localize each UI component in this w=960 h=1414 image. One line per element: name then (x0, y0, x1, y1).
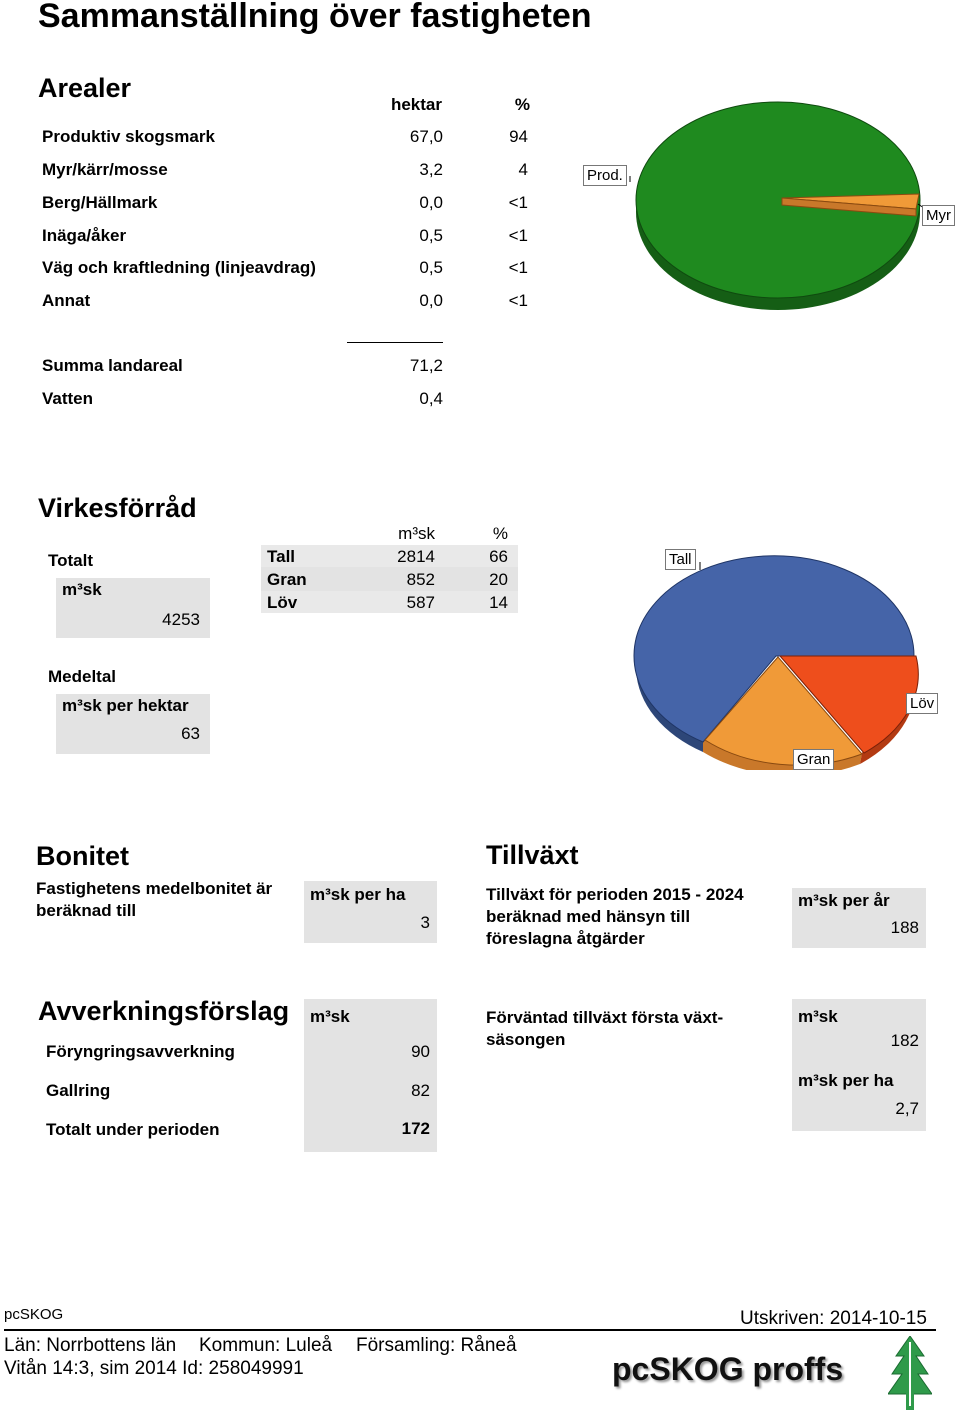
avverkning-box: m³sk 90 82 172 (304, 999, 437, 1152)
footer-brand: pcSKOG (4, 1306, 64, 1323)
areal-row-hektar: 0,5 (419, 226, 443, 245)
footer-logo: pcSKOG proffs (612, 1351, 844, 1387)
bonitet-heading: Bonitet (36, 841, 129, 871)
tree-logo-icon (888, 1336, 932, 1410)
areal-row-pct: <1 (508, 291, 528, 310)
summa-value: 71,2 (409, 356, 443, 375)
per-hektar-value: 63 (181, 724, 200, 743)
pie-label-prod: Prod. (583, 165, 627, 186)
pie-label-tall: Tall (665, 549, 696, 570)
areal-row-pct: <1 (508, 226, 528, 245)
footer-kommun: Kommun: Luleå (199, 1335, 333, 1356)
sum-divider (347, 342, 443, 343)
avverkning-heading: Avverkningsförslag (38, 996, 290, 1026)
areal-row-hektar: 67,0 (409, 127, 443, 146)
avverkning-value: 82 (411, 1081, 430, 1100)
avverkning-total-value: 172 (401, 1119, 430, 1138)
pie-label-myr: Myr (922, 205, 955, 226)
areal-row-label: Myr/kärr/mosse (42, 160, 168, 179)
pie-label-lov: Löv (906, 693, 939, 714)
areal-row-hektar: 0,0 (419, 291, 443, 310)
tradslag-pct: 66 (489, 547, 508, 566)
summa-label: Summa landareal (42, 356, 183, 375)
areal-row-pct: <1 (508, 193, 528, 212)
tillvaxt-unit: m³sk per år (798, 891, 890, 910)
areal-row-pct: 94 (509, 127, 528, 146)
tillvaxt-heading: Tillväxt (486, 840, 579, 870)
tillvaxt-box: m³sk per år 188 (792, 888, 926, 948)
totalt-value: 4253 (162, 610, 200, 629)
totalt-label: Totalt (48, 551, 94, 570)
arealer-heading: Arealer (38, 73, 132, 103)
footer-divider (4, 1329, 936, 1331)
areal-row-label: Inäga/åker (42, 226, 127, 245)
tradslag-label: Löv (267, 593, 298, 612)
tradslag-m3sk: 587 (406, 593, 435, 612)
tillvaxt-text: Tillväxt för perioden 2015 - 2024 beräkn… (486, 885, 744, 948)
col-hektar-header: hektar (390, 95, 442, 114)
medeltal-box: m³sk per hektar 63 (56, 694, 210, 754)
tradslag-m3sk: 2814 (397, 547, 435, 566)
footer-forsamling: Församling: Råneå (356, 1335, 517, 1356)
forvantad-value2: 2,7 (895, 1099, 919, 1118)
footer-property-line: Vitån 14:3, sim 2014 Id: 258049991 (4, 1358, 304, 1379)
areal-row-pct: 4 (518, 160, 528, 179)
tillvaxt-value: 188 (890, 918, 919, 937)
table-row: Tall 2814 66 (261, 545, 518, 567)
forvantad-text: Förväntad tillväxt första växt-säsongen (486, 1008, 724, 1049)
col-pct-header: % (514, 95, 530, 114)
totalt-box: m³sk 4253 (56, 578, 210, 638)
table-row: Löv 587 14 (261, 591, 518, 613)
forvantad-unit1: m³sk (798, 1007, 838, 1026)
pie-gran-slice (704, 656, 863, 766)
arealer-pie-chart (629, 101, 925, 310)
areal-row-hektar: 0,0 (419, 193, 443, 212)
virke-pie-chart (633, 555, 920, 770)
pie-tall-slice (633, 555, 915, 743)
vatten-label: Vatten (42, 389, 94, 408)
bonitet-text: Fastighetens medelbonitet är beräknad ti… (36, 879, 273, 920)
totalt-unit: m³sk (62, 580, 102, 599)
avverkning-value: 90 (411, 1042, 430, 1061)
avverkning-row-label: Gallring (46, 1081, 111, 1100)
page-title: Sammanställning över fastigheten (38, 0, 592, 35)
areal-row-label: Annat (42, 291, 91, 310)
per-hektar-label: m³sk per hektar (62, 696, 189, 715)
bonitet-box: m³sk per ha 3 (304, 881, 437, 943)
table-row: Gran 852 20 (261, 568, 518, 590)
areal-row-label: Berg/Hällmark (42, 193, 158, 212)
pie-myr-slice-side (781, 197, 917, 217)
bonitet-value: 3 (420, 913, 430, 932)
areal-row-label: Produktiv skogsmark (42, 127, 215, 146)
tradslag-label: Tall (267, 547, 296, 566)
footer-lan: Län: Norrbottens län (4, 1335, 177, 1356)
avverkning-unit: m³sk (310, 1007, 350, 1026)
footer-printed-date: Utskriven: 2014-10-15 (740, 1308, 927, 1329)
medeltal-label: Medeltal (48, 667, 117, 686)
tradslag-table: Tall 2814 66 Gran 852 20 Löv 587 14 (261, 545, 518, 613)
pie-prod-slice (635, 101, 921, 299)
avverkning-row-label: Föryngringsavverkning (46, 1042, 235, 1061)
pie-label-gran: Gran (793, 749, 835, 770)
tradslag-label: Gran (267, 570, 307, 589)
bonitet-unit: m³sk per ha (310, 885, 406, 904)
areal-row-pct: <1 (508, 258, 528, 277)
vatten-value: 0,4 (419, 389, 443, 408)
forvantad-value1: 182 (890, 1031, 919, 1050)
forvantad-unit2: m³sk per ha (798, 1071, 894, 1090)
forvantad-box: m³sk 182 m³sk per ha 2,7 (792, 999, 926, 1131)
col-m3sk-header: m³sk (398, 524, 435, 543)
tradslag-m3sk: 852 (406, 570, 435, 589)
areal-row-label: Väg och kraftledning (linjeavdrag) (42, 258, 316, 277)
areal-row-hektar: 0,5 (419, 258, 443, 277)
col-pct-header-virke: % (492, 524, 508, 543)
tradslag-pct: 14 (489, 593, 508, 612)
areal-row-hektar: 3,2 (419, 160, 443, 179)
virkesforrad-heading: Virkesförråd (38, 493, 197, 523)
tradslag-pct: 20 (489, 570, 508, 589)
avverkning-row-label: Totalt under perioden (46, 1120, 220, 1139)
